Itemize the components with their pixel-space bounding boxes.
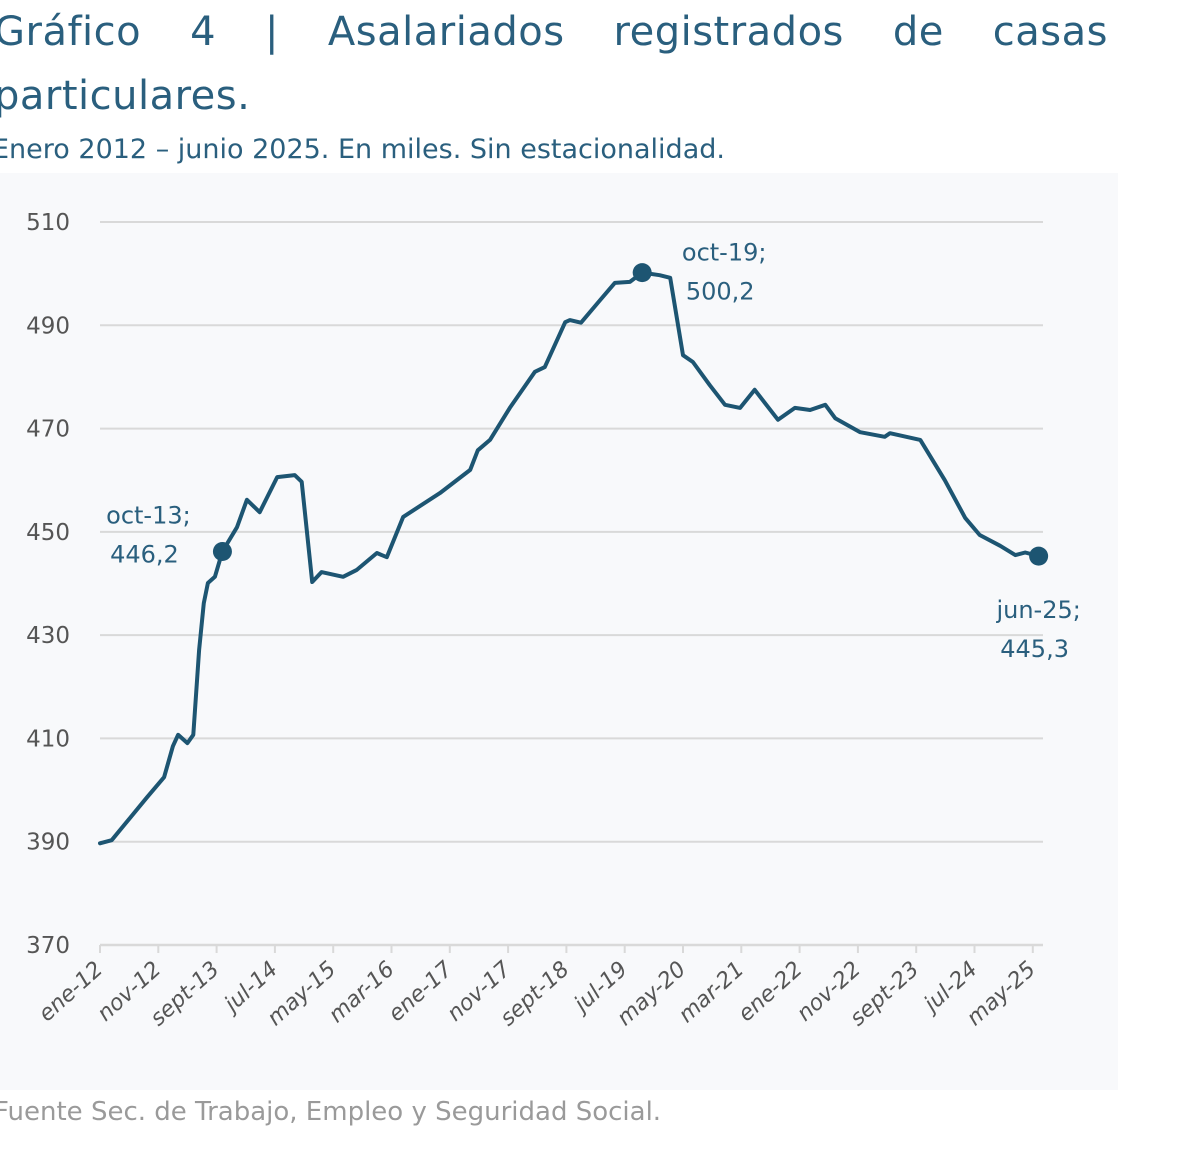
chart-title-line-1: Gráfico 4 | Asalariados registrados de c…: [0, 9, 1108, 55]
chart-title-line-2: particulares.: [0, 73, 251, 119]
y-tick-label: 430: [26, 623, 70, 649]
x-tick-label: ene-22: [734, 957, 808, 1027]
x-tick-label: ene-12: [34, 957, 108, 1027]
chart-source: Fuente Sec. de Trabajo, Empleo y Segurid…: [0, 1097, 662, 1127]
y-tick-label: 410: [26, 726, 70, 752]
y-tick-label: 390: [26, 830, 70, 856]
annotation-date: oct-13;: [106, 501, 191, 529]
series-line: [98, 270, 1041, 846]
x-tick-label: mar-16: [324, 957, 399, 1028]
chart-subtitle: Enero 2012 – junio 2025. En miles. Sin e…: [0, 134, 725, 165]
y-tick-label: 370: [26, 933, 70, 959]
annotation-value: 446,2: [110, 540, 179, 568]
x-tick-label: mar-21: [674, 957, 749, 1028]
annotation-date: jun-25;: [995, 596, 1080, 624]
annotation-value: 500,2: [686, 278, 755, 306]
y-tick-label: 490: [26, 313, 70, 339]
annotation-value: 445,3: [1000, 635, 1069, 663]
data-point-marker: [632, 263, 652, 283]
x-tick-label: ene-17: [384, 957, 458, 1027]
y-tick-label: 450: [26, 520, 70, 546]
y-tick-label: 470: [26, 417, 70, 443]
annotation-date: oct-19;: [682, 239, 767, 267]
y-tick-label: 510: [26, 210, 70, 236]
data-point-marker: [212, 541, 232, 561]
data-point-marker: [1029, 546, 1049, 566]
